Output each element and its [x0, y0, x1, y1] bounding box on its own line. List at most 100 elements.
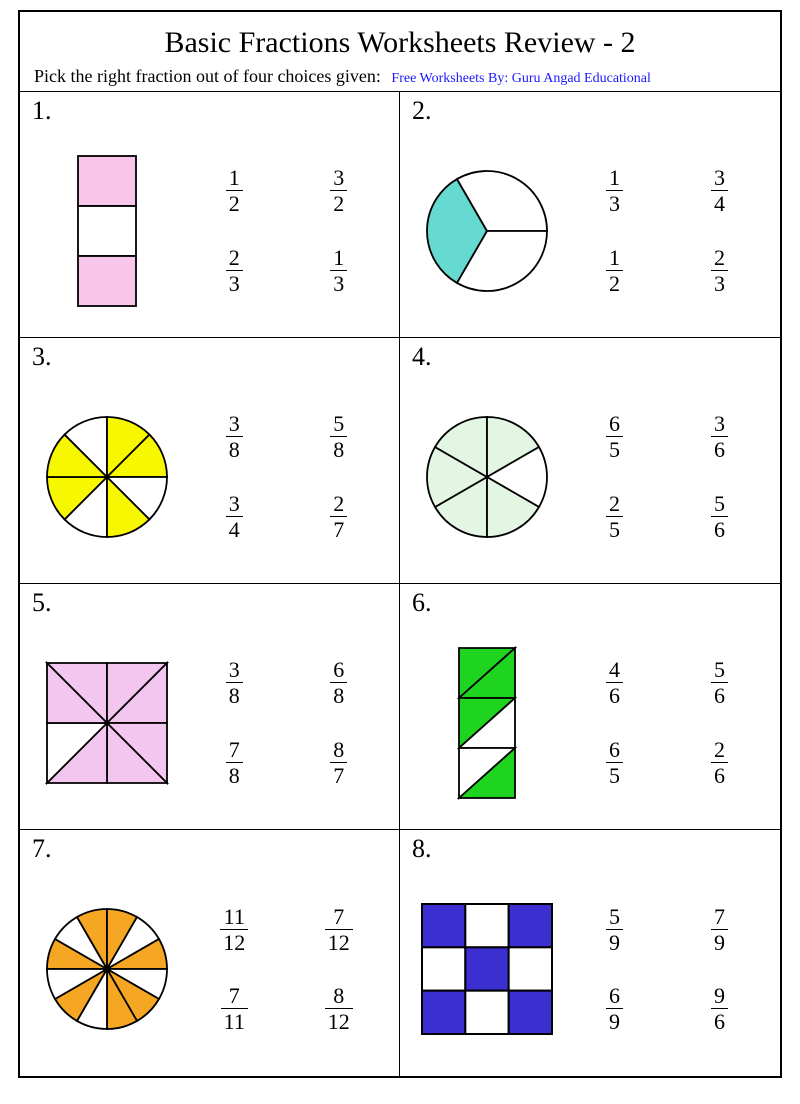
fraction-choice[interactable]: 7 12	[325, 905, 353, 954]
fraction-choice[interactable]: 1 2	[606, 246, 623, 295]
fraction-numerator: 3	[226, 412, 243, 435]
figure-area	[412, 646, 562, 800]
fraction-choice[interactable]: 3 4	[711, 166, 728, 215]
problem-cell: 4. 6 5 3 6 2 5 5 6	[400, 338, 780, 584]
fraction-choice[interactable]: 3 4	[226, 492, 243, 541]
fraction-choice[interactable]: 1 3	[606, 166, 623, 215]
question-number: 8.	[412, 834, 772, 864]
fraction-denominator: 6	[606, 684, 623, 707]
question-number: 6.	[412, 588, 772, 618]
fraction-numerator: 7	[330, 905, 347, 928]
fraction-choice[interactable]: 5 6	[711, 658, 728, 707]
fraction-denominator: 9	[606, 1010, 623, 1033]
fraction-choice[interactable]: 6 8	[330, 658, 347, 707]
fraction-choice[interactable]: 5 6	[711, 492, 728, 541]
fraction-denominator: 5	[606, 438, 623, 461]
fraction-choice[interactable]: 7 8	[226, 738, 243, 787]
fraction-choice[interactable]: 8 7	[330, 738, 347, 787]
fraction-choice[interactable]: 6 5	[606, 412, 623, 461]
fraction-denominator: 3	[226, 272, 243, 295]
fraction-choice[interactable]: 2 5	[606, 492, 623, 541]
fraction-choice[interactable]: 3 8	[226, 658, 243, 707]
pie-figure	[417, 161, 557, 301]
page-title: Basic Fractions Worksheets Review - 2	[20, 26, 780, 60]
fraction-choice[interactable]: 3 2	[330, 166, 347, 215]
fraction-choice[interactable]: 6 5	[606, 738, 623, 787]
rect-figure	[76, 154, 138, 308]
fraction-denominator: 12	[325, 931, 353, 954]
fraction-denominator: 8	[226, 438, 243, 461]
fraction-denominator: 6	[711, 764, 728, 787]
fraction-numerator: 7	[226, 984, 243, 1007]
figure-area	[32, 661, 182, 785]
fraction-choice[interactable]: 1 2	[226, 166, 243, 215]
fraction-denominator: 8	[330, 438, 347, 461]
problem-grid: 1. 1 2 3 2 2 3 1 3 2. 1 3 3 4	[20, 91, 780, 1076]
fraction-denominator: 8	[330, 684, 347, 707]
fraction-numerator: 3	[711, 166, 728, 189]
fraction-denominator: 2	[330, 192, 347, 215]
fraction-choice[interactable]: 3 6	[711, 412, 728, 461]
fraction-choice[interactable]: 11 12	[220, 905, 248, 954]
figure-area	[412, 161, 562, 301]
fraction-numerator: 1	[606, 166, 623, 189]
subtitle: Pick the right fraction out of four choi…	[34, 66, 780, 87]
choices-grid: 4 6 5 6 6 5 2 6	[562, 658, 772, 786]
figure-area	[32, 407, 182, 547]
fraction-numerator: 3	[226, 492, 243, 515]
fraction-denominator: 2	[226, 192, 243, 215]
fraction-denominator: 7	[330, 518, 347, 541]
fraction-numerator: 8	[330, 984, 347, 1007]
choices-grid: 5 9 7 9 6 9 9 6	[562, 905, 772, 1033]
fraction-choice[interactable]: 2 3	[226, 246, 243, 295]
fraction-numerator: 3	[330, 166, 347, 189]
pie-figure	[417, 407, 557, 547]
fraction-numerator: 2	[226, 246, 243, 269]
fraction-denominator: 3	[711, 272, 728, 295]
fraction-choice[interactable]: 5 8	[330, 412, 347, 461]
fraction-denominator: 4	[226, 518, 243, 541]
fraction-numerator: 3	[711, 412, 728, 435]
problem-cell: 2. 1 3 3 4 1 2 2 3	[400, 92, 780, 338]
problem-cell: 6. 4 6 5 6 6 5 2 6	[400, 584, 780, 830]
fraction-numerator: 6	[330, 658, 347, 681]
question-number: 7.	[32, 834, 391, 864]
choices-grid: 1 3 3 4 1 2 2 3	[562, 166, 772, 294]
fraction-numerator: 1	[330, 246, 347, 269]
instruction-text: Pick the right fraction out of four choi…	[34, 66, 381, 86]
fraction-choice[interactable]: 1 3	[330, 246, 347, 295]
fraction-choice[interactable]: 4 6	[606, 658, 623, 707]
fraction-denominator: 12	[220, 931, 248, 954]
figure-area	[412, 902, 562, 1036]
fraction-numerator: 6	[606, 412, 623, 435]
fraction-denominator: 7	[330, 764, 347, 787]
question-number: 1.	[32, 96, 391, 126]
fraction-choice[interactable]: 3 8	[226, 412, 243, 461]
fraction-denominator: 6	[711, 684, 728, 707]
square-figure	[45, 661, 169, 785]
fraction-choice[interactable]: 2 6	[711, 738, 728, 787]
problem-cell: 3. 3 8 5 8 3 4 2 7	[20, 338, 400, 584]
fraction-choice[interactable]: 2 7	[330, 492, 347, 541]
choices-grid: 1 2 3 2 2 3 1 3	[182, 166, 391, 294]
choices-grid: 11 12 7 12 7 11 8 12	[182, 905, 391, 1033]
fraction-numerator: 11	[221, 905, 248, 928]
fraction-denominator: 12	[325, 1010, 353, 1033]
fraction-denominator: 2	[606, 272, 623, 295]
fraction-choice[interactable]: 5 9	[606, 905, 623, 954]
problem-cell: 7. 11 12 7 12 7 11 8 12	[20, 830, 400, 1076]
question-number: 2.	[412, 96, 772, 126]
fraction-numerator: 9	[711, 984, 728, 1007]
fraction-choice[interactable]: 6 9	[606, 984, 623, 1033]
problem-cell: 8. 5 9 7 9 6 9 9 6	[400, 830, 780, 1076]
fraction-numerator: 3	[226, 658, 243, 681]
fraction-choice[interactable]: 2 3	[711, 246, 728, 295]
fraction-choice[interactable]: 7 11	[221, 984, 248, 1033]
fraction-choice[interactable]: 9 6	[711, 984, 728, 1033]
figure-area	[32, 899, 182, 1039]
fraction-numerator: 4	[606, 658, 623, 681]
fraction-choice[interactable]: 7 9	[711, 905, 728, 954]
fraction-numerator: 7	[226, 738, 243, 761]
fraction-numerator: 7	[711, 905, 728, 928]
fraction-choice[interactable]: 8 12	[325, 984, 353, 1033]
